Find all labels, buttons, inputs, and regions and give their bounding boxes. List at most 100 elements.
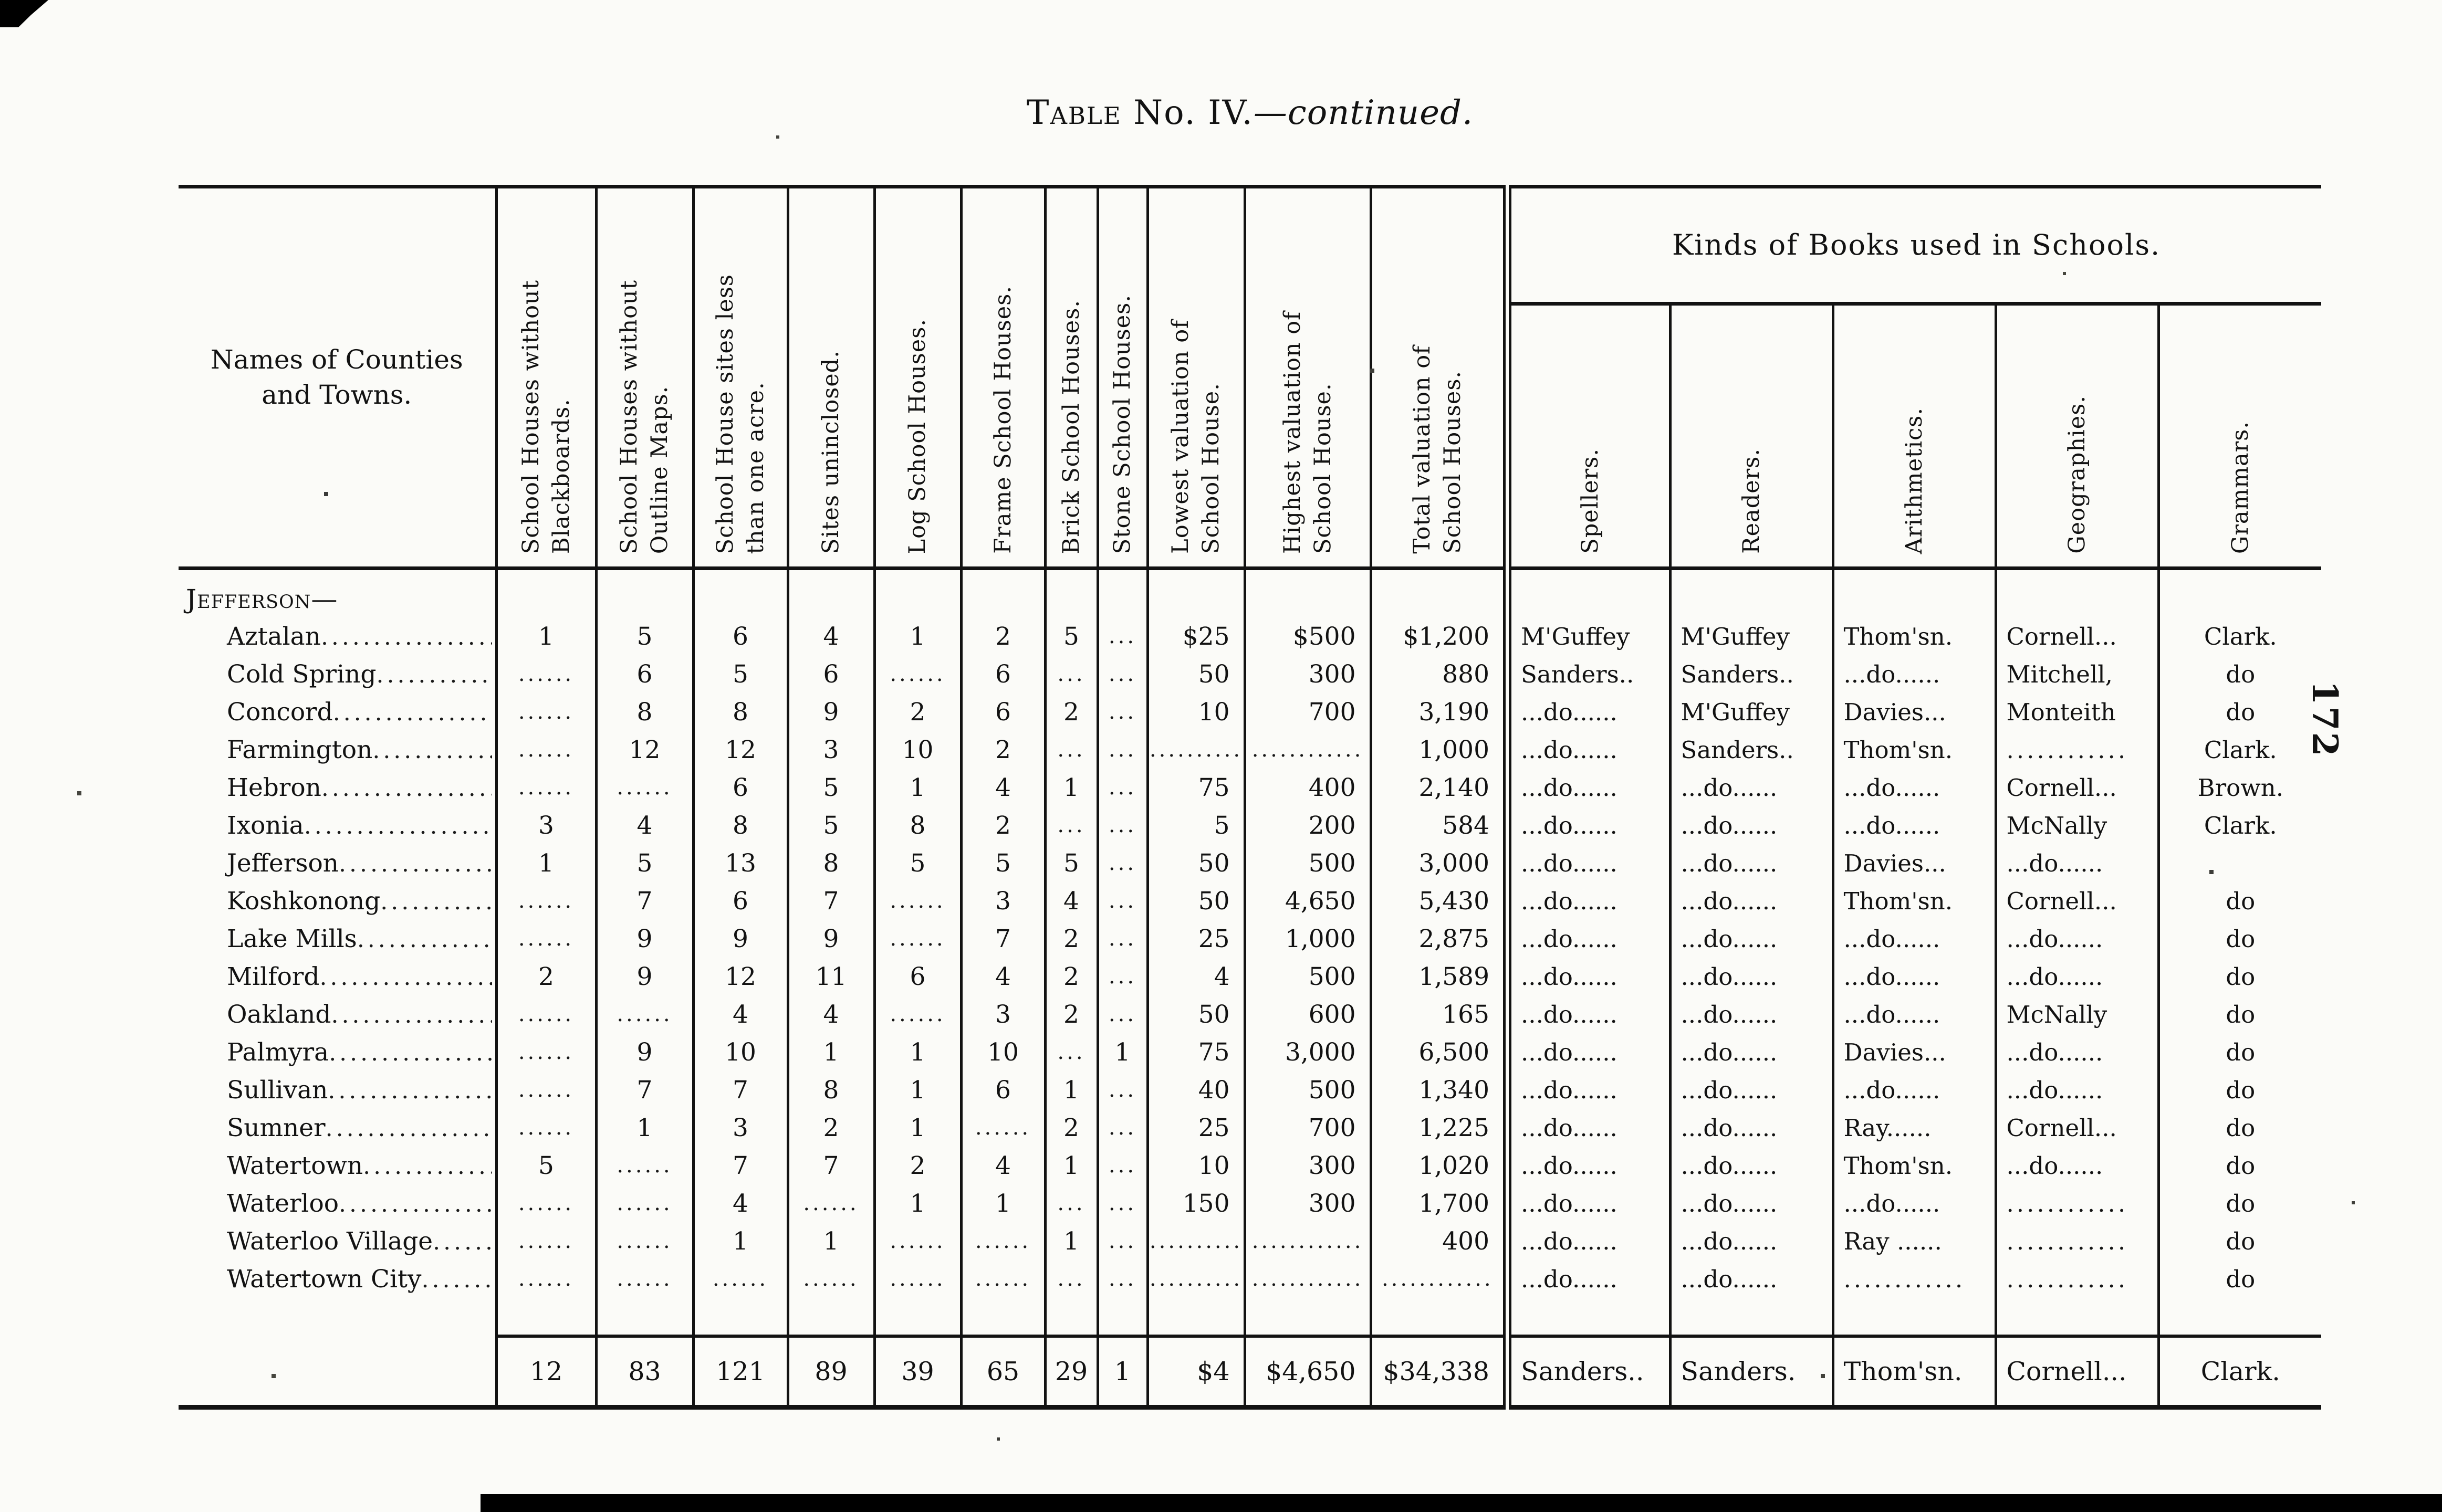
value-cell: ... <box>1043 655 1098 693</box>
book-cell: ...do...... <box>1503 1109 1670 1147</box>
value-cell: 1,020 <box>1369 1147 1507 1184</box>
book-cell: Cornell... <box>1994 1109 2158 1147</box>
value-cell: ...... <box>786 1260 874 1298</box>
table-header: Names of Counties and Towns. School Hous… <box>179 186 2322 571</box>
book-cell: Clark. <box>2157 617 2322 655</box>
book-cell: Thom'sn. <box>1831 617 1996 655</box>
value-cell: 25 <box>1146 920 1245 958</box>
value-cell: 7 <box>786 882 874 920</box>
value-cell: 4 <box>692 995 788 1033</box>
value-cell: 1,700 <box>1369 1184 1507 1222</box>
leader-dots <box>339 1189 492 1218</box>
value-cell: 2 <box>1043 693 1098 731</box>
value-cell: ...... <box>959 1109 1045 1147</box>
book-cell: ...do...... <box>1503 920 1670 958</box>
value-cell: ............ <box>1243 1260 1371 1298</box>
value-cell: 1,000 <box>1243 920 1371 958</box>
value-cell: 10 <box>959 1033 1045 1071</box>
value-cell: 3 <box>959 995 1045 1033</box>
value-cell: ...... <box>495 1222 596 1260</box>
value-cell: ...... <box>873 1222 961 1260</box>
leader-dots <box>326 1114 492 1142</box>
town-name-cell: Jefferson <box>179 844 496 882</box>
value-cell: 3,190 <box>1369 693 1507 731</box>
value-cell: 300 <box>1243 1147 1371 1184</box>
value-cell: 5 <box>873 844 961 882</box>
book-cell: ...do...... <box>1994 920 2158 958</box>
book-cell: do <box>2157 1260 2322 1298</box>
book-cell: ...do...... <box>1503 995 1670 1033</box>
value-cell: 6,500 <box>1369 1033 1507 1071</box>
leader-dots <box>421 1265 492 1294</box>
value-cell: 7 <box>959 920 1045 958</box>
table-row: Farmington......12123102................… <box>179 731 2322 769</box>
value-cell: 5 <box>786 806 874 844</box>
table-row: Waterloo............4......11......15030… <box>179 1184 2322 1222</box>
town-name: Farmington <box>227 735 373 764</box>
value-cell: 7 <box>594 1071 693 1109</box>
value-cell: 8 <box>692 693 788 731</box>
totals-row: 12 83 121 89 39 65 29 1 $4 $4,650 $34,33… <box>179 1335 2322 1408</box>
value-cell: 5 <box>1043 844 1098 882</box>
value-cell: 75 <box>1146 1033 1245 1071</box>
value-cell: ............ <box>1369 1260 1507 1298</box>
book-cell: ...do...... <box>1668 1260 1833 1298</box>
value-cell: ... <box>1096 995 1147 1033</box>
value-cell: ... <box>1096 617 1147 655</box>
table-row: Watertown City..........................… <box>179 1260 2322 1298</box>
book-cell: M'Guffey <box>1668 617 1833 655</box>
table-row: Lake Mills......999......72...251,0002,8… <box>179 920 2322 958</box>
value-cell: 2 <box>1043 995 1098 1033</box>
value-cell: 9 <box>786 693 874 731</box>
town-name: Waterloo Village <box>227 1226 433 1256</box>
value-cell: 3,000 <box>1369 844 1507 882</box>
value-cell: ... <box>1096 655 1147 693</box>
value-cell: 4 <box>1146 958 1245 995</box>
town-name: Concord <box>227 697 333 727</box>
scan-bottom-bar-artifact <box>481 1494 2442 1512</box>
value-cell: 1 <box>786 1033 874 1071</box>
value-cell: 700 <box>1243 1109 1371 1147</box>
value-cell: 1 <box>495 617 596 655</box>
value-cell: ... <box>1096 1109 1147 1147</box>
book-cell: ............ <box>1831 1260 1996 1298</box>
book-cell: ...do...... <box>1503 958 1670 995</box>
value-cell: 1 <box>873 1071 961 1109</box>
value-cell: 40 <box>1146 1071 1245 1109</box>
town-name: Lake Mills <box>227 924 357 953</box>
value-cell: 150 <box>1146 1184 1245 1222</box>
value-cell: 5 <box>594 617 693 655</box>
town-name-cell: Watertown <box>179 1147 496 1184</box>
value-cell: 10 <box>1146 693 1245 731</box>
book-cell: Cornell... <box>1994 882 2158 920</box>
book-cell: Sanders.. <box>1503 655 1670 693</box>
value-cell: ...... <box>495 920 596 958</box>
book-cell: do <box>2157 1033 2322 1071</box>
value-cell: 6 <box>959 655 1045 693</box>
book-cell: ...do...... <box>1668 882 1833 920</box>
value-cell: 2 <box>873 693 961 731</box>
leader-dots <box>363 1151 492 1180</box>
book-cell: Davies... <box>1831 844 1996 882</box>
town-name: Palmyra <box>227 1037 329 1067</box>
col-header-brick: Brick School Houses. <box>1043 186 1098 570</box>
col-header-stone: Stone School Houses. <box>1096 186 1147 570</box>
value-cell: ............ <box>1243 1222 1371 1260</box>
value-cell: ...... <box>495 995 596 1033</box>
book-cell: ............ <box>1994 1222 2158 1260</box>
book-cell: Davies... <box>1831 1033 1996 1071</box>
town-name-cell: Oakland <box>179 995 496 1033</box>
value-cell: 2 <box>495 958 596 995</box>
value-cell: ... <box>1096 806 1147 844</box>
book-cell: do <box>2157 1071 2322 1109</box>
value-cell: 5 <box>692 655 788 693</box>
col-header-outline-maps: School Houses without Outline Maps. <box>594 186 693 570</box>
value-cell: 6 <box>959 693 1045 731</box>
value-cell: .......... <box>1146 731 1245 769</box>
book-cell: ...do...... <box>1668 1147 1833 1184</box>
value-cell: 7 <box>692 1071 788 1109</box>
value-cell: 50 <box>1146 655 1245 693</box>
book-cell: do <box>2157 693 2322 731</box>
value-cell: 5 <box>495 1147 596 1184</box>
book-cell: ...do...... <box>1668 1109 1833 1147</box>
